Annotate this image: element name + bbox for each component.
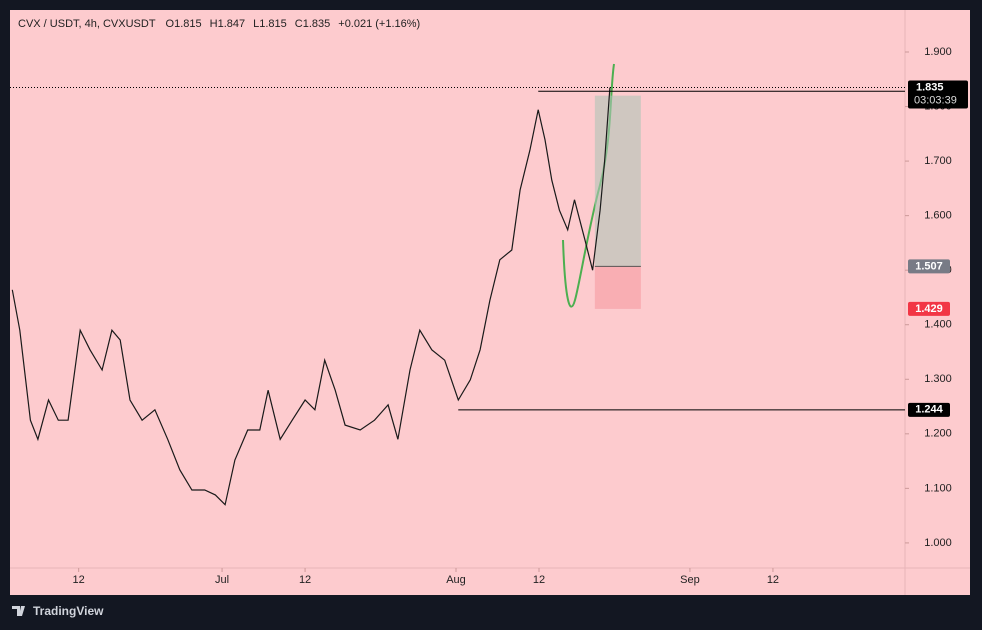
brand-logo [12, 606, 25, 616]
y-tick-label: 1.000 [924, 537, 952, 549]
x-tick-label: 12 [299, 574, 311, 586]
price-line [11, 87, 611, 506]
y-tick-label: 1.400 [924, 319, 952, 331]
ohlc-value: O1.815 [166, 18, 202, 30]
last-price-box [908, 80, 968, 109]
y-tick-label: 1.100 [924, 482, 952, 494]
price-label: 1.429 [915, 303, 943, 315]
x-tick-label: Sep [680, 574, 700, 586]
y-tick-label: 1.600 [924, 210, 952, 222]
price-label: 1.244 [915, 404, 943, 416]
last-price-label: 1.835 [916, 81, 944, 93]
y-tick-label: 1.300 [924, 373, 952, 385]
x-tick-label: 12 [73, 574, 85, 586]
price-label-box [908, 301, 950, 316]
y-tick-label: 1.900 [924, 46, 952, 58]
header: CVX / USDT, 4h, CVXUSDT O1.815 H1.847 L1.8… [18, 18, 420, 30]
brand-name: TradingView [33, 604, 104, 618]
change: +0.021 (+1.16%) [338, 18, 420, 30]
ohlc-value: L1.815 [253, 18, 287, 30]
ohlc-value: C1.835 [295, 18, 330, 30]
x-tick-label: 12 [767, 574, 779, 586]
price-label: 1.507 [915, 260, 943, 272]
ohlc-value: H1.847 [210, 18, 245, 30]
countdown: 03:03:39 [914, 94, 957, 106]
x-tick-label: 12 [533, 574, 545, 586]
x-tick-label: Aug [446, 574, 466, 586]
loss-zone [594, 266, 641, 309]
x-tick-label: Jul [215, 574, 229, 586]
price-label-box [908, 402, 950, 417]
symbol: CVX / USDT, 4h, CVXUSDT [18, 18, 156, 30]
profit-zone [594, 95, 641, 267]
y-tick-label: 1.700 [924, 155, 952, 167]
brand: TradingView [12, 604, 104, 618]
price-label-box [908, 259, 950, 274]
y-tick-label: 1.200 [924, 428, 952, 440]
